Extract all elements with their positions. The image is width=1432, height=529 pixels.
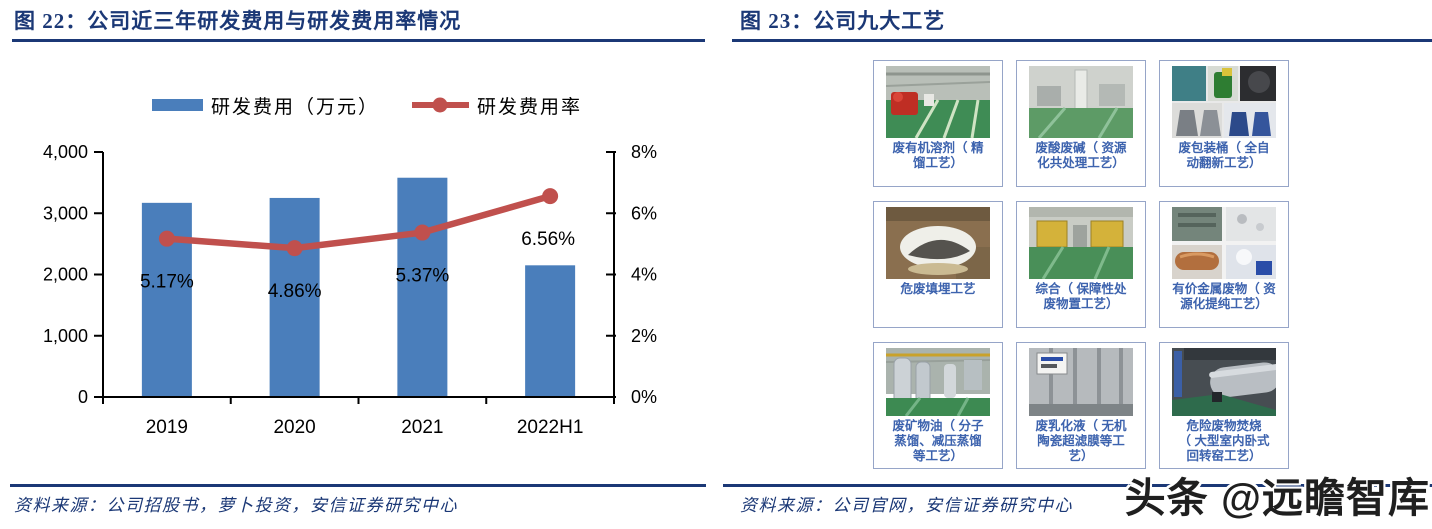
svg-text:4.86%: 4.86%	[268, 281, 322, 302]
svg-text:6%: 6%	[631, 203, 657, 223]
svg-text:2019: 2019	[146, 417, 188, 438]
process-caption: 废矿物油（ 分子 蒸馏、减压蒸馏 等工艺）	[892, 419, 984, 463]
figure-22-label: 图 22：	[14, 9, 88, 33]
svg-text:4,000: 4,000	[43, 142, 88, 162]
right-bottom-divider	[723, 484, 1432, 487]
process-caption: 废乳化液（ 无机 陶瓷超滤膜等工 艺）	[1035, 419, 1127, 463]
svg-text:1,000: 1,000	[43, 326, 88, 346]
svg-text:5.17%: 5.17%	[140, 272, 194, 293]
process-cell-waste-drums: 废包装桶（ 全自 动翻新工艺）	[1159, 60, 1289, 187]
figure-23-title-text: 公司九大工艺	[813, 9, 946, 33]
process-caption: 废有机溶剂（ 精 馏工艺）	[892, 141, 984, 170]
process-caption: 有价金属废物（ 资 源化提纯工艺）	[1172, 282, 1276, 311]
process-caption: 综合（ 保障性处 废物置工艺）	[1035, 282, 1127, 311]
process-photo-comprehensive-disposal	[1029, 207, 1133, 279]
svg-text:2,000: 2,000	[43, 265, 88, 285]
process-photo-hazardous-incineration	[1172, 348, 1276, 416]
process-cell-hazardous-incineration: 危险废物焚烧 （ 大型室内卧式 回转窑工艺）	[1159, 342, 1289, 469]
process-photo-organic-solvent	[886, 66, 990, 138]
right-source-note: 资料来源：公司官网，安信证券研究中心	[740, 496, 1073, 515]
process-cell-organic-solvent: 废有机溶剂（ 精 馏工艺）	[873, 60, 1003, 187]
process-grid: 废有机溶剂（ 精 馏工艺） 废酸废碱（ 资源 化共处理工艺）	[873, 60, 1289, 469]
svg-text:2%: 2%	[631, 326, 657, 346]
figure-22-title-text: 公司近三年研发费用与研发费用率情况	[87, 9, 462, 33]
svg-text:0: 0	[78, 387, 88, 407]
figure-23-label: 图 23：	[740, 9, 814, 33]
process-cell-waste-mineral-oil: 废矿物油（ 分子 蒸馏、减压蒸馏 等工艺）	[873, 342, 1003, 469]
left-bottom-divider	[10, 484, 706, 487]
figure-22-title: 图 22：公司近三年研发费用与研发费用率情况	[14, 5, 461, 35]
svg-text:8%: 8%	[631, 142, 657, 162]
process-caption: 废包装桶（ 全自 动翻新工艺）	[1178, 141, 1270, 170]
process-cell-comprehensive-disposal: 综合（ 保障性处 废物置工艺）	[1016, 201, 1146, 328]
svg-text:5.37%: 5.37%	[395, 266, 449, 287]
process-photo-hazardous-landfill	[886, 207, 990, 279]
figure-23-title: 图 23：公司九大工艺	[740, 5, 945, 35]
svg-text:研发费用率: 研发费用率	[477, 96, 582, 118]
process-photo-waste-emulsion	[1029, 348, 1133, 416]
svg-text:2021: 2021	[401, 417, 443, 438]
toutiao-watermark: 头条 @远瞻智库	[1124, 475, 1430, 521]
process-cell-valuable-metals: 有价金属废物（ 资 源化提纯工艺）	[1159, 201, 1289, 328]
process-cell-waste-emulsion: 废乳化液（ 无机 陶瓷超滤膜等工 艺）	[1016, 342, 1146, 469]
svg-text:3,000: 3,000	[43, 203, 88, 223]
rd-expense-chart: 研发费用（万元） 研发费用率 0 0% 1,000 2% 2,000 4% 3,000 6% 4,0…	[43, 96, 657, 438]
process-photo-waste-acid-alkali	[1029, 66, 1133, 138]
svg-text:2022H1: 2022H1	[517, 417, 584, 438]
process-caption: 危险废物焚烧 （ 大型室内卧式 回转窑工艺）	[1178, 419, 1270, 463]
process-photo-waste-drums	[1172, 66, 1276, 138]
left-source-note: 资料来源：公司招股书，萝卜投资，安信证券研究中心	[14, 496, 458, 515]
svg-text:研发费用（万元）: 研发费用（万元）	[211, 96, 379, 118]
svg-text:2020: 2020	[273, 417, 315, 438]
right-top-divider	[732, 39, 1432, 42]
svg-text:4%: 4%	[631, 265, 657, 285]
svg-text:0%: 0%	[631, 387, 657, 407]
left-top-divider	[12, 39, 705, 42]
process-caption: 危废填埋工艺	[900, 282, 976, 296]
process-cell-waste-acid-alkali: 废酸废碱（ 资源 化共处理工艺）	[1016, 60, 1146, 187]
process-cell-hazardous-landfill: 危废填埋工艺	[873, 201, 1003, 328]
process-photo-waste-mineral-oil	[886, 348, 990, 416]
svg-text:6.56%: 6.56%	[521, 229, 575, 250]
process-photo-valuable-metals	[1172, 207, 1276, 279]
process-caption: 废酸废碱（ 资源 化共处理工艺）	[1035, 141, 1127, 170]
